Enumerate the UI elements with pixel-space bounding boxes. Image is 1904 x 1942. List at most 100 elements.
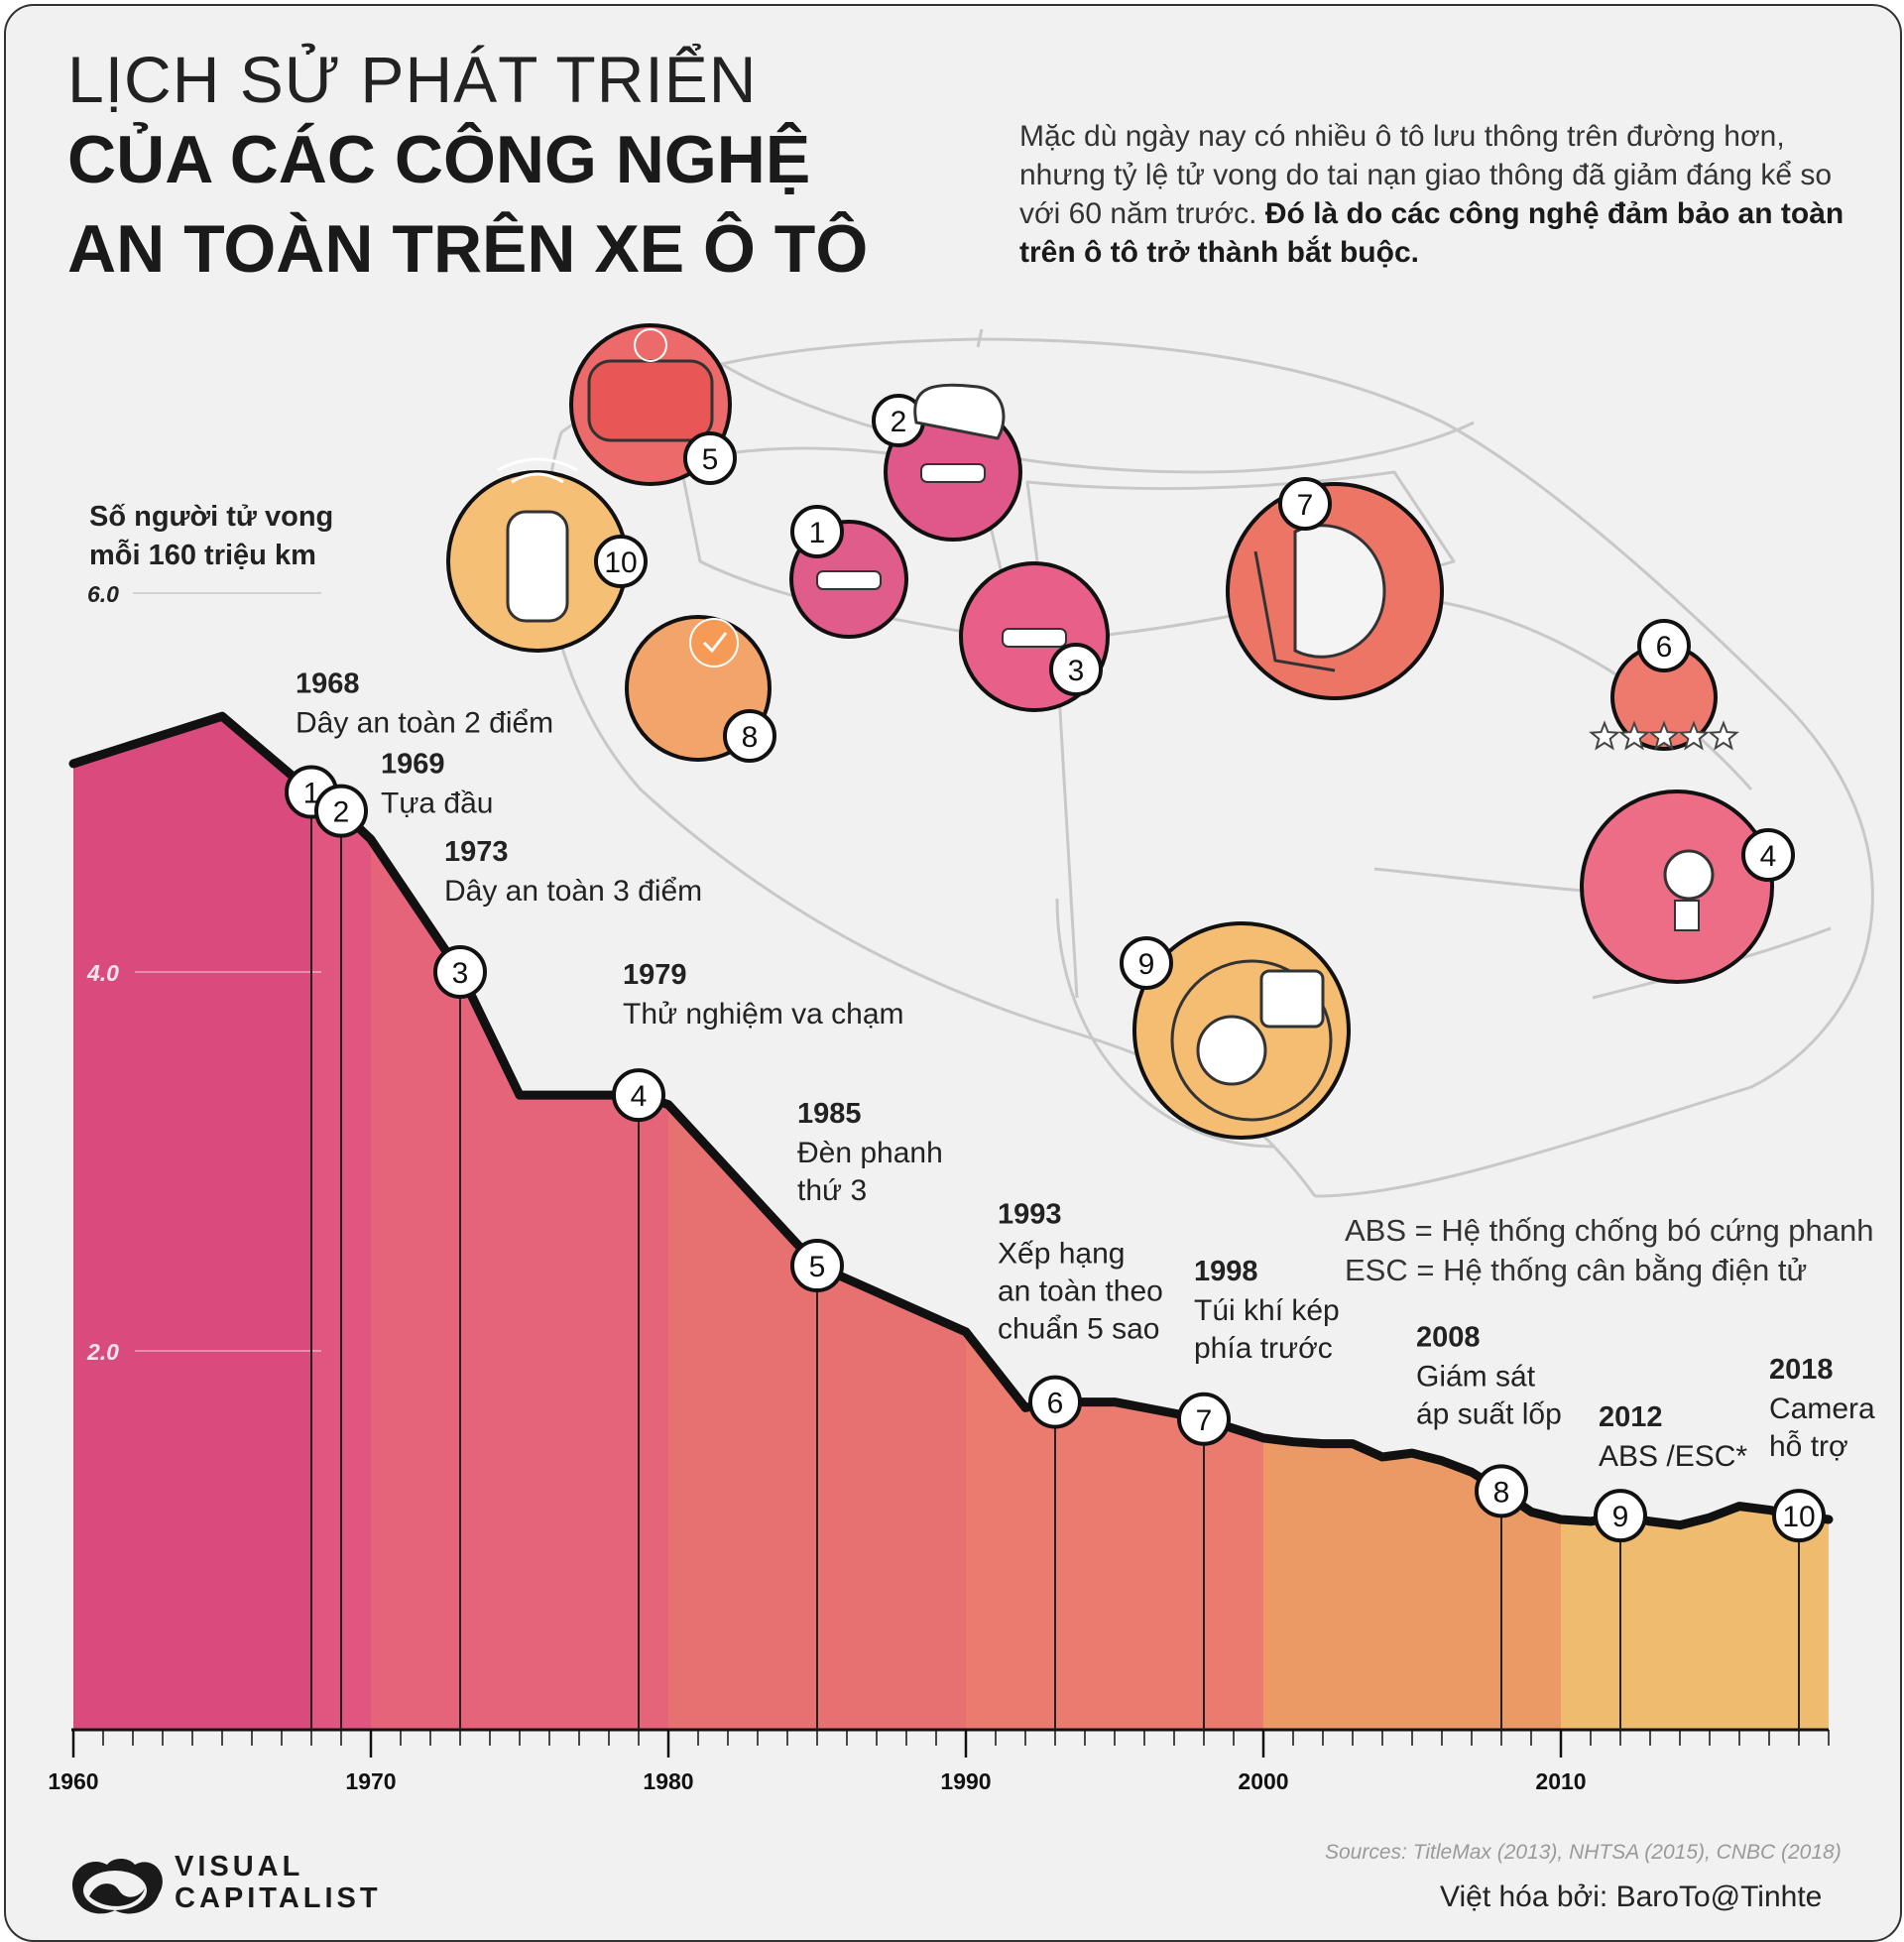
- illustration-badge-number: 2: [891, 406, 907, 438]
- logo-text: VISUAL CAPITALIST: [175, 1851, 382, 1914]
- infographic-frame: 2.0 4.0 6.0 1960 1970 1980 1990 2000 2010 1 1968 Dâ…: [4, 4, 1902, 1942]
- illustration-badge-number: 8: [742, 721, 759, 754]
- illustration-badge: [594, 535, 648, 588]
- milestone-number: 9: [1612, 1501, 1629, 1533]
- crash-test-dummy-icon: 4: [1580, 789, 1795, 984]
- milestone-label: Camera: [1769, 1393, 1875, 1425]
- brake-light-icon: 5: [569, 323, 737, 486]
- milestone-label: hỗ trợ: [1769, 1430, 1848, 1463]
- title-line-1: LỊCH SỬ PHÁT TRIỂN: [67, 43, 758, 116]
- milestone-marker: [314, 784, 368, 838]
- illustration-badge: [790, 505, 844, 558]
- car-outline-stroke: [1433, 599, 1753, 790]
- intro-bold: Đó là do các công nghệ đảm bảo an toàn t…: [1019, 197, 1844, 269]
- y-axis-label-line-1: Số người tử vong: [89, 501, 334, 533]
- milestone-number: 4: [631, 1080, 648, 1113]
- x-tick-label: 1980: [643, 1768, 693, 1794]
- milestone-year: 2012: [1599, 1401, 1663, 1433]
- brake-hub: [1196, 1015, 1267, 1086]
- y-axis-label: Số người tử vong mỗi 160 triệu km: [89, 498, 333, 575]
- abs-brake-disc-icon: 9: [1120, 921, 1351, 1140]
- milestone-number: 1: [303, 778, 320, 810]
- illustration-badge-number: 1: [809, 517, 826, 549]
- dummy-neck: [1674, 900, 1700, 931]
- milestone-marker: [1028, 1375, 1082, 1429]
- milestone-marker: [1772, 1489, 1826, 1543]
- y-axis-label-line-2: mỗi 160 triệu km: [89, 540, 316, 571]
- milestone-marker: [1475, 1464, 1528, 1518]
- seatbelt-3pt-icon: 3: [959, 561, 1110, 712]
- milestone-marker: [1177, 1392, 1231, 1446]
- illustration-badge: [683, 431, 737, 485]
- milestone-number: 8: [1493, 1476, 1510, 1509]
- brake-caliper: [1259, 969, 1325, 1029]
- car-rear: [587, 359, 714, 442]
- logo-line-1: VISUAL: [175, 1851, 304, 1882]
- intro-regular: Mặc dù ngày nay có nhiều ô tô lưu thông …: [1019, 120, 1833, 230]
- milestone-number: 7: [1196, 1404, 1213, 1437]
- rating-star: [1618, 720, 1650, 751]
- x-tick-label: 1990: [940, 1768, 991, 1794]
- milestone-label: phía trước: [1194, 1332, 1333, 1365]
- logo-mark-icon: [71, 1859, 163, 1914]
- milestone-year: 1973: [444, 836, 509, 868]
- milestone-label: Đèn phanh: [797, 1137, 943, 1169]
- milestone-label: Tựa đầu: [381, 788, 493, 820]
- brake-light-glow: [634, 328, 667, 362]
- illustration-badge: [1278, 477, 1332, 531]
- illustration-badge: [1120, 936, 1173, 990]
- milestone-year: 1968: [296, 668, 360, 700]
- illustration-badge: [723, 709, 776, 763]
- milestone-marker: [790, 1239, 844, 1293]
- belt-buckle: [920, 463, 986, 483]
- milestone-label: áp suất lốp: [1416, 1397, 1562, 1430]
- check-badge: [689, 618, 739, 668]
- milestone-label: chuẩn 5 sao: [998, 1313, 1159, 1346]
- milestone-number: 3: [452, 957, 469, 990]
- car-outline-stroke: [1055, 660, 1079, 999]
- check-mark: [702, 632, 728, 654]
- illustration-badge: [1049, 643, 1103, 696]
- milestone-label: Giám sát: [1416, 1360, 1536, 1393]
- illustration-badge-number: 6: [1656, 631, 1673, 664]
- x-tick-label: 2010: [1535, 1768, 1586, 1794]
- milestone-year: 1969: [381, 749, 445, 781]
- milestone-year: 1998: [1194, 1256, 1258, 1287]
- seat: [1253, 550, 1336, 672]
- milestone-label: Túi khí kép: [1194, 1294, 1340, 1327]
- x-tick-label: 1960: [48, 1768, 98, 1794]
- five-star-rating-icon: 6: [1589, 619, 1739, 751]
- headrest-icon: 2: [872, 394, 1022, 542]
- legend-esc: ESC = Hệ thống cân bằng điện tử: [1345, 1253, 1808, 1287]
- milestone-label: ABS /ESC*: [1599, 1440, 1747, 1473]
- abbreviation-legend: ABS = Hệ thống chống bó cứng phanh ESC =…: [1345, 1211, 1874, 1290]
- car-outline-stroke: [1055, 898, 1276, 1149]
- milestone-year: 1993: [998, 1199, 1062, 1231]
- milestone-number: 2: [333, 796, 350, 829]
- brake-disc: [1170, 959, 1333, 1122]
- car-outline-stroke: [719, 361, 1475, 474]
- sensor-waves: [497, 457, 578, 484]
- title-line-3: AN TOÀN TRÊN XE Ô TÔ: [67, 211, 869, 287]
- milestone-year: 1985: [797, 1098, 862, 1130]
- milestone-number: 5: [809, 1251, 826, 1283]
- belt-buckle: [1002, 628, 1067, 648]
- seatbelt-2pt-icon: 1: [789, 505, 908, 639]
- dummy-head: [1663, 849, 1715, 901]
- x-tick-label: 1970: [345, 1768, 396, 1794]
- milestone-year: 2008: [1416, 1321, 1481, 1353]
- airbag-icon: 7: [1226, 477, 1444, 700]
- milestone-marker: [612, 1068, 665, 1123]
- fatality-rate-line: [68, 711, 1834, 1530]
- rating-star: [1589, 720, 1620, 751]
- rating-star: [1678, 720, 1710, 751]
- car-outline-stroke: [560, 337, 1874, 1198]
- milestone-year: 2018: [1769, 1354, 1834, 1386]
- car-top-view: [506, 510, 569, 623]
- milestone-label: Thử nghiệm va chạm: [623, 998, 904, 1031]
- area-band: [73, 716, 311, 1730]
- milestone-number: 10: [1782, 1501, 1815, 1533]
- y-tick-label: 2.0: [86, 1339, 119, 1365]
- milestone-marker: [433, 945, 487, 999]
